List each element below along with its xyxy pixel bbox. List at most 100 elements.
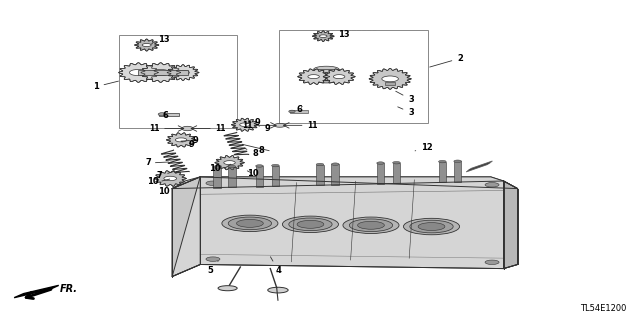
Text: 6: 6	[163, 111, 169, 120]
Polygon shape	[232, 118, 258, 131]
Ellipse shape	[175, 138, 187, 142]
Polygon shape	[323, 69, 355, 84]
Text: 10: 10	[158, 186, 173, 196]
Text: 10: 10	[147, 176, 159, 186]
Ellipse shape	[222, 215, 278, 232]
Ellipse shape	[410, 220, 453, 233]
Text: 11: 11	[149, 124, 159, 133]
Bar	[278, 30, 428, 123]
Text: 9: 9	[259, 124, 271, 133]
Ellipse shape	[418, 223, 445, 231]
Ellipse shape	[314, 78, 339, 83]
Ellipse shape	[206, 257, 220, 261]
Bar	[314, 69, 339, 80]
Ellipse shape	[377, 162, 385, 164]
Ellipse shape	[308, 75, 319, 79]
Ellipse shape	[240, 123, 250, 127]
Text: 11: 11	[307, 121, 317, 130]
Polygon shape	[166, 133, 196, 147]
Text: 9: 9	[193, 136, 198, 145]
Ellipse shape	[177, 70, 189, 75]
Text: 6: 6	[297, 105, 303, 114]
Ellipse shape	[228, 165, 236, 168]
Ellipse shape	[255, 165, 263, 167]
Text: 13: 13	[332, 30, 350, 39]
Ellipse shape	[213, 166, 221, 168]
Ellipse shape	[289, 110, 295, 113]
Ellipse shape	[485, 260, 499, 264]
Polygon shape	[154, 171, 186, 186]
Bar	[385, 82, 395, 85]
Text: FR.: FR.	[60, 284, 78, 294]
Polygon shape	[167, 65, 199, 80]
Ellipse shape	[333, 75, 345, 79]
Ellipse shape	[274, 123, 285, 127]
Bar	[332, 164, 339, 185]
Polygon shape	[504, 181, 518, 269]
Ellipse shape	[393, 161, 400, 164]
Text: 3: 3	[397, 107, 414, 117]
Ellipse shape	[164, 176, 177, 181]
Polygon shape	[312, 31, 334, 41]
Text: 10: 10	[247, 169, 259, 178]
Ellipse shape	[271, 164, 279, 167]
Text: 1: 1	[93, 81, 118, 91]
Ellipse shape	[316, 163, 324, 166]
Bar	[138, 70, 188, 75]
Bar	[271, 166, 279, 186]
Ellipse shape	[349, 219, 393, 232]
Bar	[119, 34, 237, 128]
Bar	[316, 165, 324, 185]
Ellipse shape	[224, 161, 236, 165]
Text: 9: 9	[181, 140, 194, 149]
Text: 9: 9	[255, 118, 260, 127]
Ellipse shape	[228, 217, 271, 230]
Text: 10: 10	[209, 164, 221, 173]
Ellipse shape	[282, 216, 339, 233]
Polygon shape	[134, 39, 159, 51]
Ellipse shape	[142, 43, 151, 47]
Ellipse shape	[438, 160, 446, 163]
Ellipse shape	[218, 286, 237, 291]
Bar	[213, 167, 221, 188]
Text: 2: 2	[429, 54, 463, 67]
Polygon shape	[141, 63, 180, 82]
Ellipse shape	[182, 126, 193, 131]
Bar	[377, 163, 385, 184]
Polygon shape	[369, 69, 411, 89]
Text: 3: 3	[396, 91, 414, 104]
Bar	[159, 113, 179, 116]
Bar	[290, 110, 308, 113]
Polygon shape	[14, 286, 59, 298]
Text: 11: 11	[215, 124, 226, 133]
Text: 8: 8	[259, 146, 264, 155]
Text: 5: 5	[207, 261, 218, 275]
Text: 7: 7	[145, 158, 151, 167]
Ellipse shape	[206, 181, 220, 185]
Ellipse shape	[314, 66, 339, 72]
Ellipse shape	[332, 163, 339, 166]
Ellipse shape	[237, 219, 263, 227]
Ellipse shape	[268, 287, 288, 293]
Polygon shape	[172, 177, 518, 192]
Ellipse shape	[289, 218, 332, 231]
Ellipse shape	[382, 76, 398, 82]
Polygon shape	[118, 63, 158, 82]
Text: 4: 4	[271, 257, 282, 275]
Ellipse shape	[152, 70, 170, 76]
Polygon shape	[172, 177, 518, 277]
Ellipse shape	[403, 218, 460, 235]
Text: 12: 12	[415, 143, 433, 152]
Polygon shape	[298, 69, 330, 84]
Ellipse shape	[319, 35, 327, 38]
Text: 13: 13	[151, 35, 170, 44]
Text: 7: 7	[157, 171, 174, 181]
Bar	[454, 161, 461, 182]
Ellipse shape	[297, 220, 324, 228]
Ellipse shape	[129, 70, 147, 76]
Ellipse shape	[158, 113, 166, 116]
Text: 11: 11	[242, 121, 253, 130]
Bar	[255, 166, 263, 187]
Ellipse shape	[454, 160, 461, 162]
Ellipse shape	[358, 221, 385, 229]
